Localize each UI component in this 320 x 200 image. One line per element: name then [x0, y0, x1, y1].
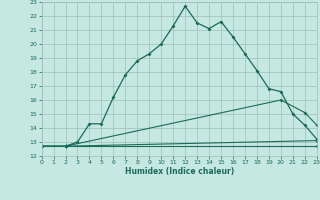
X-axis label: Humidex (Indice chaleur): Humidex (Indice chaleur): [124, 167, 234, 176]
